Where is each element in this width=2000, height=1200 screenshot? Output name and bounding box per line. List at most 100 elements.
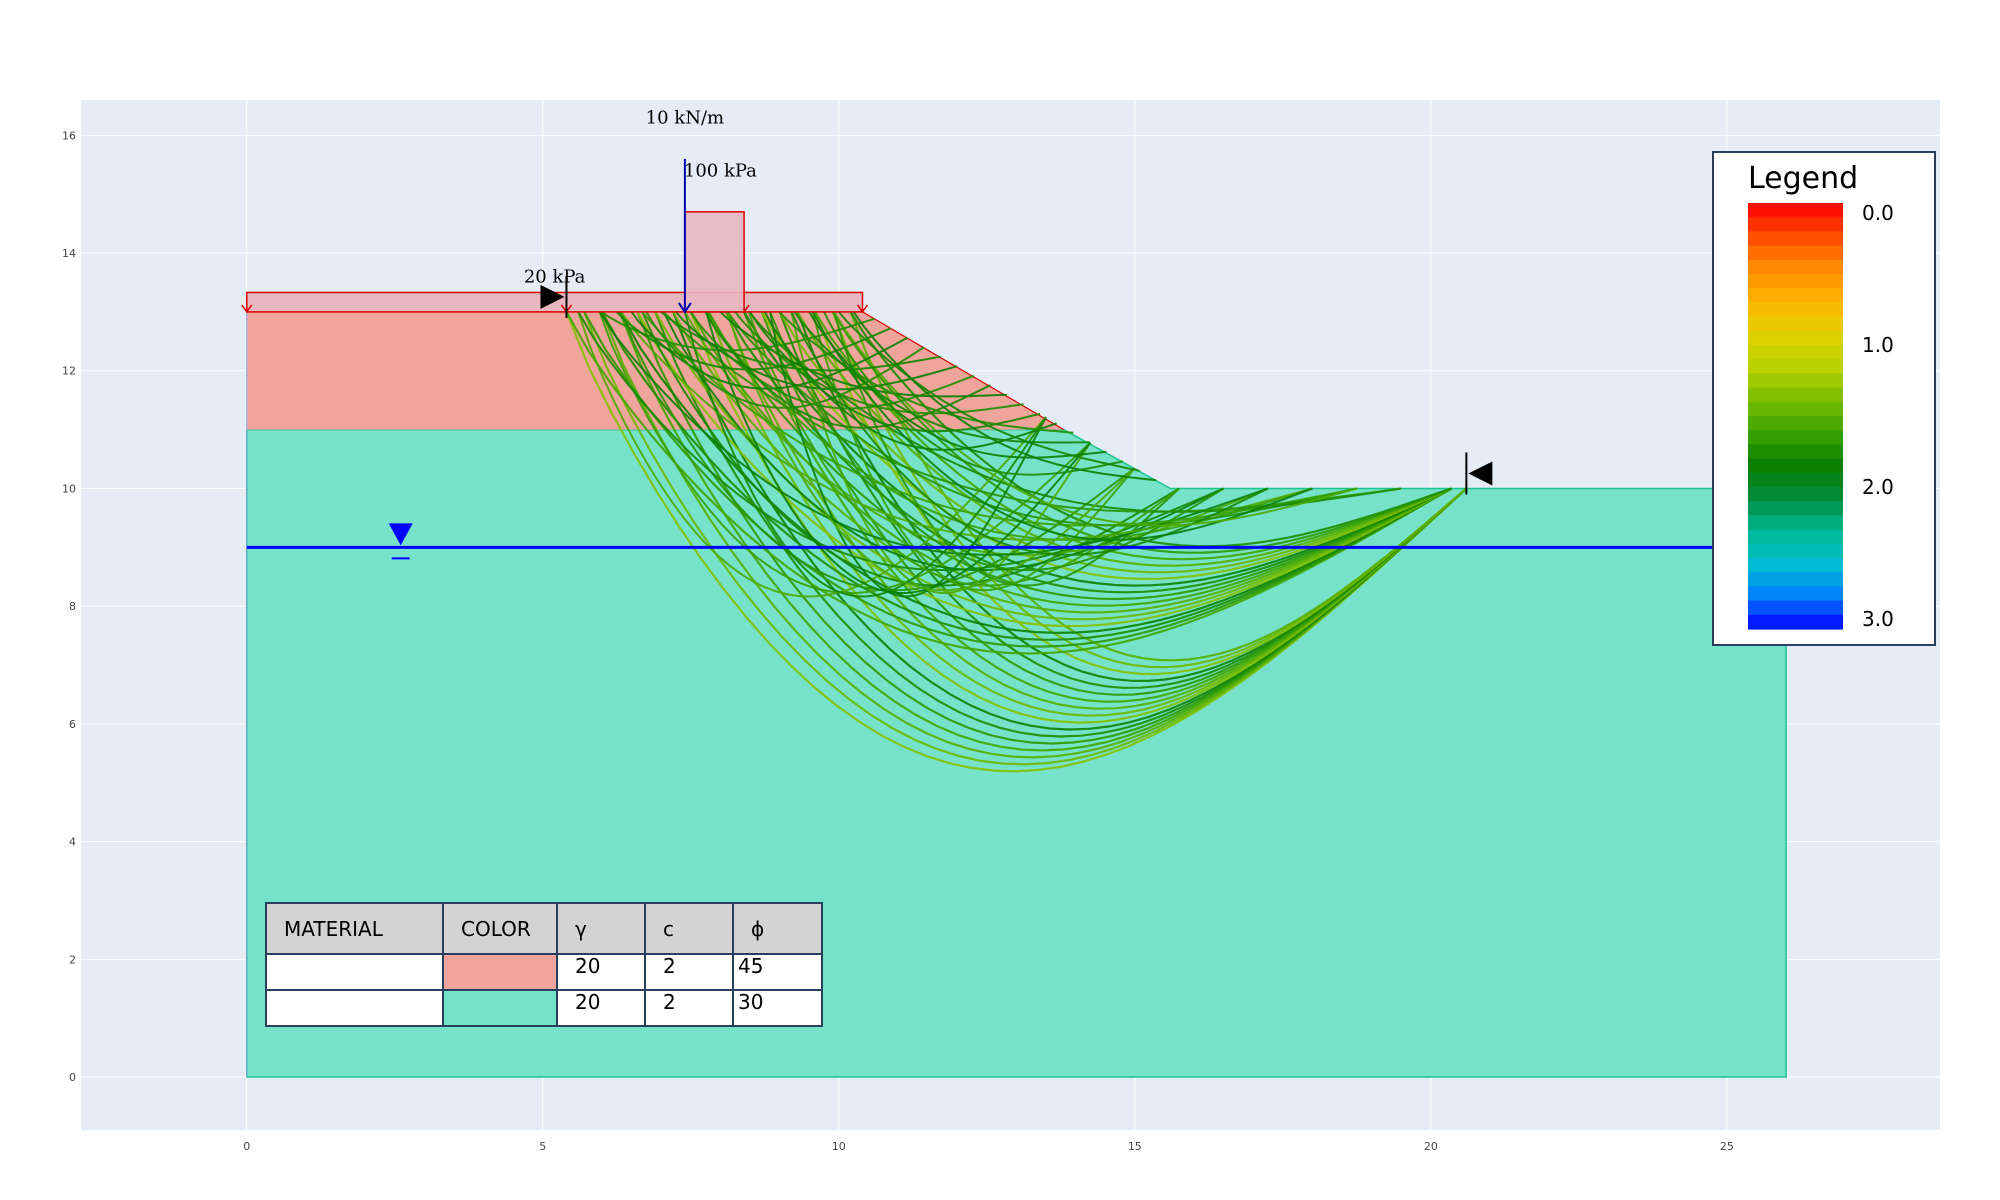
slip-surface (778, 311, 1074, 434)
slip-surface (583, 311, 1453, 648)
table-cell-value: 30 (738, 990, 763, 1014)
x-tick-label: 15 (1128, 1140, 1142, 1153)
water-table-symbol (388, 523, 413, 546)
legend-color-band (1748, 274, 1843, 289)
legend-color-band (1748, 458, 1843, 474)
slip-surface (849, 311, 1452, 548)
legend-color-band (1748, 586, 1843, 602)
y-tick-label: 10 (62, 482, 76, 495)
slip-surface (601, 311, 1453, 641)
slip-surface (577, 311, 1224, 572)
y-tick-label: 12 (62, 365, 76, 378)
legend-color-band (1748, 572, 1843, 587)
line-load-label: 10 kN/m (646, 108, 724, 129)
legend-color-band (1748, 487, 1843, 502)
legend-color-band (1748, 501, 1843, 516)
slip-surface (726, 311, 1136, 592)
slip-surface (749, 311, 1041, 433)
table-header-1: COLOR (461, 917, 531, 941)
water-table (246, 523, 1787, 560)
materials-table: MATERIAL COLOR γ c ϕ 20 2 45 20 2 30 (265, 902, 823, 1027)
slip-surface (743, 311, 1453, 587)
slip-surface (565, 311, 1453, 655)
slip-surface (769, 311, 1225, 572)
y-tick-label: 6 (69, 718, 76, 731)
legend-tick-label: 3.0 (1862, 607, 1894, 631)
slip-surface (790, 311, 1092, 595)
table-cell-value: 2 (663, 954, 676, 978)
slip-surface (852, 311, 1157, 482)
legend-color-band (1748, 245, 1843, 261)
slip-surface (683, 311, 1047, 598)
legend-color-band (1748, 231, 1843, 247)
legend-tick-label: 0.0 (1862, 201, 1894, 225)
y-tick-label: 8 (69, 600, 76, 613)
slip-surface (719, 311, 1007, 398)
table-cell (644, 953, 734, 991)
legend-color-band (1748, 203, 1843, 218)
legend-color-band (1748, 529, 1843, 545)
legend-color-band (1748, 472, 1843, 488)
legend-color-band (1748, 359, 1843, 374)
axis-ticks: 0 5 10 15 20 25 0 2 4 6 8 10 12 14 16 (62, 129, 1734, 1153)
slip-surface (601, 311, 875, 352)
legend-title: Legend (1748, 161, 1858, 196)
y-tick-label: 0 (69, 1071, 76, 1084)
x-tick-label: 20 (1424, 1140, 1438, 1153)
slip-surface (748, 311, 1402, 513)
table-cell (556, 989, 646, 1027)
slip-surface (641, 311, 1357, 527)
load-arrow (856, 304, 869, 314)
x-tick-label: 25 (1720, 1140, 1734, 1153)
slip-surface (763, 311, 1058, 451)
table-cell (732, 953, 823, 991)
legend-color-band (1748, 330, 1843, 346)
legend-color-band (1748, 401, 1843, 417)
legend-tick-label: 1.0 (1862, 333, 1894, 357)
table-cell-value: 20 (575, 990, 600, 1014)
legend-color-band (1748, 316, 1843, 332)
legend-color-band (1748, 302, 1843, 318)
slip-surface (838, 311, 1140, 472)
x-tick-label: 10 (832, 1140, 846, 1153)
legend-color-band (1748, 430, 1843, 445)
legend-color-band (1748, 416, 1843, 431)
legend-color-band (1748, 345, 1843, 360)
table-cell-value: 45 (738, 954, 763, 978)
table-cell-value: 20 (575, 954, 600, 978)
table-header-4: ϕ (751, 917, 764, 941)
table-header-0: MATERIAL (284, 917, 384, 941)
table-cell (556, 953, 646, 991)
legend-color-band (1748, 614, 1843, 630)
load-label-100kpa: 100 kPa (684, 161, 757, 182)
x-tick-label: 0 (243, 1140, 250, 1153)
left-limit-flag (540, 284, 565, 309)
slip-surface (769, 311, 1047, 598)
table-cell-value: 2 (663, 990, 676, 1014)
legend-color-band (1748, 373, 1843, 389)
legend-color-band (1748, 259, 1843, 275)
legend-color-band (1748, 600, 1843, 616)
legend-tick-label: 2.0 (1862, 475, 1894, 499)
legend-color-band (1748, 543, 1843, 559)
slip-surface (725, 311, 1453, 594)
load-arrow (241, 304, 253, 314)
table-header-cell (732, 902, 823, 955)
y-tick-label: 16 (62, 129, 76, 142)
y-tick-label: 4 (69, 836, 76, 849)
loads: 20 kPa 100 kPa 10 kN/m (241, 108, 869, 314)
table-header-2: γ (575, 917, 587, 941)
table-cell (732, 989, 823, 1027)
table-cell (265, 953, 444, 991)
slip-surface (793, 311, 1090, 444)
slip-surface (811, 311, 1136, 592)
load-label-20kpa: 20 kPa (524, 266, 586, 287)
legend-color-band (1748, 288, 1843, 303)
material-color-swatch (442, 953, 558, 991)
y-tick-label: 14 (62, 247, 76, 260)
slip-surface (778, 311, 1453, 574)
search-limit-markers (540, 275, 1493, 495)
legend-color-band (1748, 217, 1843, 232)
legend-color-band (1748, 387, 1843, 403)
table-header-cell (556, 902, 646, 955)
